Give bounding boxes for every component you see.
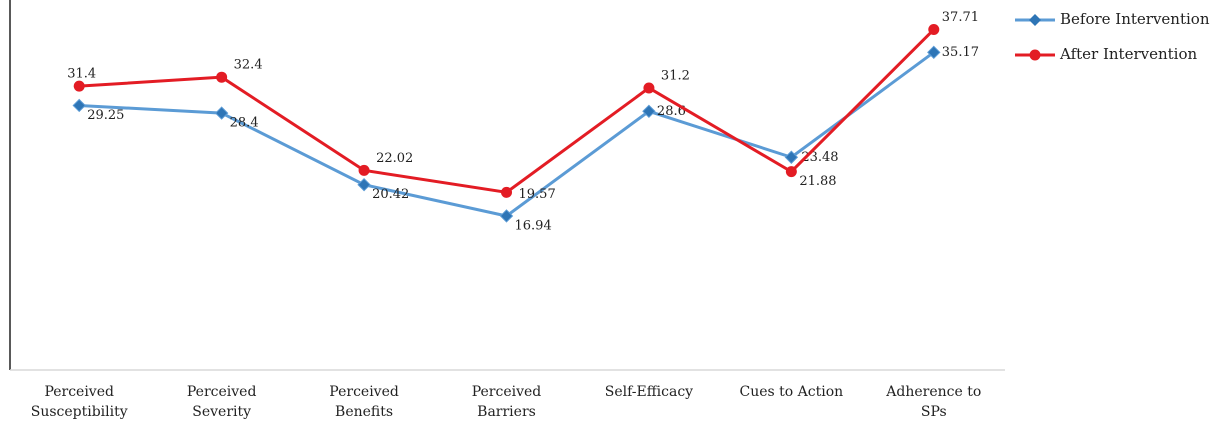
x-tick-label: Cues to Action	[739, 384, 844, 400]
legend-marker	[1029, 49, 1041, 61]
x-tick-label: Adherence to SPs	[886, 384, 982, 420]
data-label: 37.71	[942, 10, 979, 25]
x-tick-label: Perceived Barriers	[471, 384, 542, 420]
marker	[927, 45, 941, 60]
data-label: 16.94	[515, 218, 552, 233]
data-label: 29.25	[87, 108, 124, 123]
marker	[928, 24, 940, 36]
x-tick-label: Perceived Severity	[186, 384, 257, 420]
marker	[73, 80, 85, 92]
data-label: 19.57	[519, 187, 556, 202]
data-label: 28.4	[230, 116, 259, 131]
data-label: 22.02	[376, 151, 413, 166]
marker	[499, 209, 514, 223]
data-label: 31.2	[661, 68, 690, 83]
data-label: 35.17	[942, 45, 979, 60]
x-tick-label: Perceived Benefits	[329, 384, 399, 420]
marker	[784, 150, 799, 164]
x-tick-label: Perceived Susceptibility	[30, 384, 128, 420]
data-label: 28.6	[657, 104, 686, 119]
data-label: 21.88	[799, 174, 836, 189]
marker	[358, 164, 370, 176]
data-label: 31.4	[67, 67, 96, 82]
data-label: 32.4	[234, 58, 263, 73]
marker	[216, 71, 228, 83]
marker	[501, 186, 512, 198]
marker	[214, 106, 229, 120]
data-label: 20.42	[372, 187, 409, 202]
marker	[643, 82, 655, 94]
legend-marker	[1029, 14, 1041, 26]
marker	[785, 166, 797, 178]
legend-label: After Intervention	[1059, 45, 1197, 63]
legend-label: Before Intervention	[1060, 10, 1210, 28]
x-tick-label: Self-Efficacy	[604, 384, 694, 400]
marker	[357, 178, 371, 192]
marker	[72, 98, 86, 113]
marker	[642, 104, 656, 119]
